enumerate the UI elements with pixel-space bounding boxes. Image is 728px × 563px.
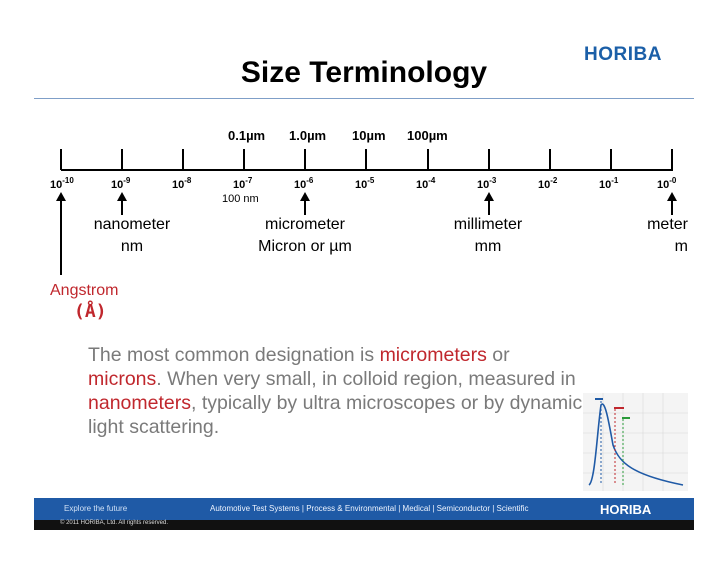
distribution-curve	[588, 403, 684, 486]
tick-label-1e-7: 10-7	[233, 176, 253, 191]
unit-meter: meter m	[624, 214, 688, 258]
tick-label-1e-1: 10-1	[599, 176, 619, 191]
tick-label-1e-10: 10-10	[50, 176, 74, 191]
horiba-logo: HORIBA	[584, 44, 662, 65]
unit-micrometer-abbr: Micron or µm	[258, 238, 352, 255]
thumbnail-background	[583, 393, 688, 491]
unit-nanometer: nanometer nm	[72, 214, 192, 258]
tick-label-1e-6: 10-6	[294, 176, 314, 191]
description-paragraph: The most common designation is micromete…	[88, 344, 583, 438]
unit-millimeter-abbr: mm	[474, 238, 502, 255]
upper-label-100um: 100µm	[407, 128, 448, 143]
unit-millimeter-name: millimeter	[453, 216, 523, 233]
note-100nm: 100 nm	[222, 193, 259, 205]
tick-label-1e-3: 10-3	[477, 176, 497, 191]
micrometer-arrowhead	[300, 192, 310, 201]
highlight-micrometers: micrometers	[379, 344, 487, 366]
upper-label-1-0um: 1.0µm	[289, 128, 327, 143]
tick-label-1e0: 10-0	[657, 176, 677, 191]
title-divider	[34, 98, 694, 99]
unit-nanometer-abbr: nm	[120, 238, 144, 255]
tick-label-1e-9: 10-9	[111, 176, 131, 191]
footer-links: Automotive Test Systems | Process & Envi…	[210, 504, 529, 513]
highlight-nanometers: nanometers	[88, 392, 191, 414]
nanometer-arrowhead	[117, 192, 127, 201]
tick-label-1e-4: 10-4	[416, 176, 436, 191]
unit-micrometer: micrometer Micron or µm	[232, 214, 378, 258]
millimeter-arrowhead	[484, 192, 494, 201]
unit-angstrom-symbol: (Å)	[74, 301, 107, 322]
tick-label-1e-5: 10-5	[355, 176, 375, 191]
upper-label-10um: 10µm	[352, 128, 386, 143]
distribution-thumbnail	[583, 393, 688, 491]
unit-angstrom-name: Angstrom	[50, 282, 119, 299]
tick-label-1e-2: 10-2	[538, 176, 558, 191]
slide-title: Size Terminology	[240, 56, 488, 89]
angstrom-arrowhead	[56, 192, 66, 201]
meter-arrowhead	[667, 192, 677, 201]
tick-label-1e-8: 10-8	[172, 176, 192, 191]
unit-meter-name: meter	[647, 216, 688, 233]
highlight-microns: microns	[88, 368, 157, 390]
upper-label-0-1um: 0.1µm	[228, 128, 266, 143]
footer-tagline: Explore the future	[64, 504, 128, 513]
footer-copyright-strip	[34, 520, 694, 530]
footer-copyright: © 2011 HORIBA, Ltd. All rights reserved.	[60, 520, 169, 526]
footer-logo: HORIBA	[600, 502, 652, 517]
size-scale-axis	[56, 149, 677, 275]
unit-meter-abbr: m	[674, 238, 688, 255]
unit-nanometer-name: nanometer	[93, 216, 171, 233]
unit-millimeter: millimeter mm	[428, 214, 548, 258]
unit-micrometer-name: micrometer	[264, 216, 345, 233]
footer-bar	[34, 498, 694, 520]
